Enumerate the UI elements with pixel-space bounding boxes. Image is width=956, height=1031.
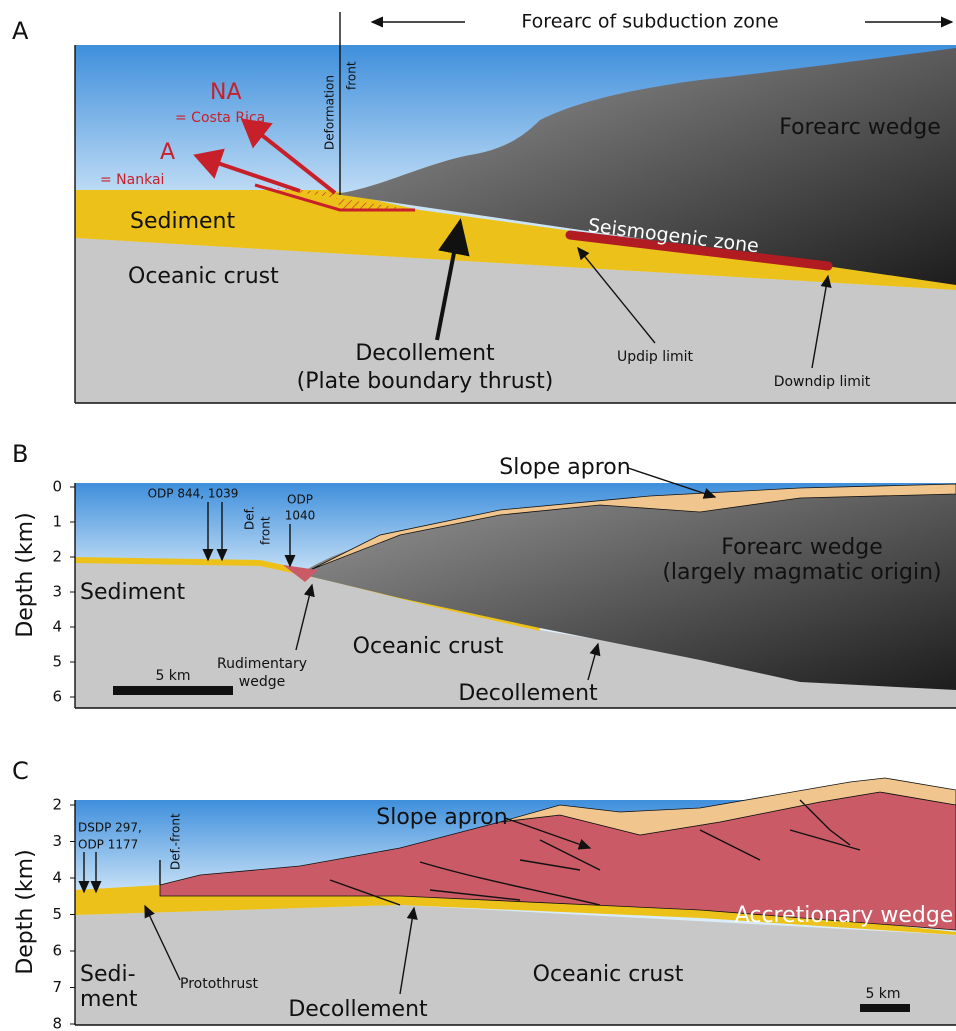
label: (largely magmatic origin) [662,560,941,585]
label: Accretionary wedge [735,903,954,928]
label: 5 km [155,668,190,684]
depth-tick-label: 5 [52,905,62,923]
label: Deformation [323,75,337,150]
label: = Costa Rica [175,110,265,126]
panel-letter: A [12,17,29,45]
label: (Plate boundary thrust) [297,369,554,394]
depth-tick-label: 3 [52,832,62,850]
label: NA [210,80,242,105]
figure: Forearc of subduction zone A NA = Costa … [0,0,956,1031]
label: Sediment [80,580,185,605]
label: ODP [287,493,313,507]
depth-tick-label: 0 [52,478,62,496]
label: Oceanic crust [353,634,504,659]
depth-tick-label: 6 [52,942,62,960]
label: DSDP 297, [78,821,142,835]
label: 5 km [865,986,900,1002]
panel-b: B Depth (km) 0 1 2 3 4 5 6 Slope apron ODP 844… [12,440,956,708]
axis-title: Depth (km) [13,849,38,974]
label: Slope apron [499,455,630,480]
label: Protothrust [180,976,259,992]
depth-tick-label: 2 [52,796,62,814]
label: ODP 1177 [78,838,138,852]
label: ODP 844, 1039 [148,487,239,501]
label: A [160,140,175,165]
label: Decollement [458,681,598,706]
label: front [259,516,273,545]
label: ment [80,987,138,1012]
depth-tick-label: 5 [52,653,62,671]
label: 1040 [285,509,316,523]
label: Def. [243,506,257,530]
depth-tick-label: 1 [52,513,62,531]
label: Sedi- [80,962,136,987]
label: Updip limit [617,349,694,365]
label: Forearc wedge [721,535,883,560]
depth-tick-label: 3 [52,583,62,601]
depth-tick-label: 4 [52,618,62,636]
depth-tick-label: 6 [52,688,62,706]
label: Oceanic crust [128,264,279,289]
panel-letter: B [12,440,28,468]
depth-tick-label: 7 [52,978,62,996]
label: Oceanic crust [533,962,684,987]
label: Sediment [130,209,235,234]
label: Def.-front [169,813,183,870]
label: Rudimentary [217,656,307,672]
label: front [345,61,359,90]
label: = Nankai [100,172,164,188]
label: wedge [239,674,285,690]
label: Forearc wedge [779,115,941,140]
label: Downdip limit [774,374,871,390]
label: Decollement [355,341,495,366]
heading: Forearc of subduction zone [521,11,778,33]
depth-tick-label: 2 [52,548,62,566]
depth-tick-label: 8 [52,1015,62,1031]
panel-c: C Depth (km) 2 3 4 5 6 7 8 Slope apron DSDP 29… [12,757,956,1031]
label: Decollement [288,997,428,1022]
axis-title: Depth (km) [13,512,38,637]
depth-tick-label: 4 [52,869,62,887]
panel-letter: C [12,757,29,785]
panel-a: A NA = Costa Rica A = Nankai Deformation… [12,12,956,403]
label: Slope apron [376,805,507,830]
